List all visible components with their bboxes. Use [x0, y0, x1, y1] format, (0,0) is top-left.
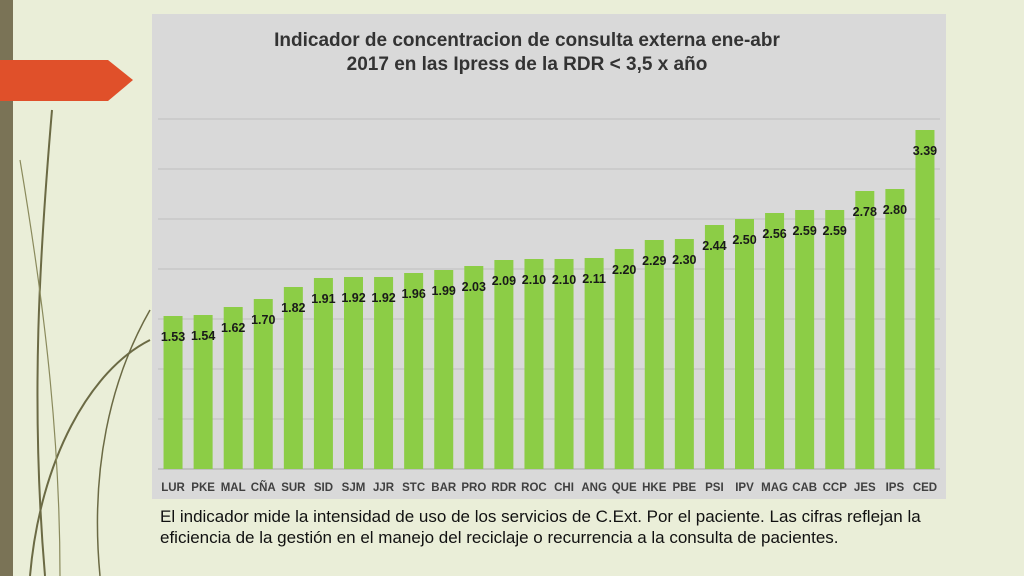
- bar-lur: [163, 316, 183, 469]
- bar-ips: [885, 189, 905, 469]
- value-label: 2.29: [642, 254, 666, 268]
- gridlines: [158, 118, 940, 470]
- value-labels: 1.53 1.54 1.62 1.70 1.82 1.91 1.92 1.92 1.96 1.99…: [161, 144, 937, 344]
- x-tick-label: MAL: [221, 482, 246, 494]
- bar-sid: [313, 278, 333, 469]
- value-label: 1.54: [191, 329, 215, 343]
- bar-roc: [524, 259, 544, 469]
- x-tick-label: HKE: [642, 482, 667, 494]
- bar-hke: [644, 240, 664, 469]
- x-tick-label: CÑA: [251, 481, 276, 494]
- bar-stc: [404, 273, 424, 469]
- x-tick-label: PKE: [191, 482, 215, 494]
- x-tick-label: CCP: [823, 482, 848, 494]
- bar-ccp: [825, 210, 845, 469]
- bar-pro: [464, 266, 484, 469]
- value-label: 1.99: [432, 284, 456, 298]
- chart-title: Indicador de concentracion de consulta e…: [274, 30, 780, 51]
- value-label: 2.20: [612, 263, 636, 277]
- deco-curve-1: [36, 109, 53, 576]
- value-label: 2.50: [732, 233, 756, 247]
- x-tick-label: SJM: [342, 482, 366, 494]
- value-label: 2.11: [582, 272, 606, 286]
- bar-ang: [584, 258, 604, 469]
- x-tick-label: STC: [402, 482, 425, 494]
- bar-chart: Indicador de concentracion de consulta e…: [158, 30, 940, 494]
- value-label: 2.10: [552, 273, 576, 287]
- value-label: 1.62: [221, 321, 245, 335]
- x-tick-label: CHI: [554, 482, 574, 494]
- value-label: 1.91: [311, 292, 335, 306]
- x-tick-label: PSI: [705, 482, 724, 494]
- caption-text: El indicador mide la intensidad de uso d…: [160, 507, 921, 547]
- accent-arrow-shape: [0, 60, 133, 101]
- bar-jjr: [374, 277, 394, 469]
- value-label: 1.92: [341, 291, 365, 305]
- x-tick-labels: LUR PKE MAL CÑA SUR SID SJM JJR STC BAR PRO RDR ROC C…: [161, 481, 937, 494]
- value-label: 1.70: [251, 313, 275, 327]
- value-label: 2.78: [853, 205, 877, 219]
- value-label: 2.10: [522, 273, 546, 287]
- value-label: 2.44: [702, 239, 726, 253]
- bar-mag: [765, 213, 785, 469]
- deco-curve-2: [29, 339, 151, 576]
- bar-cña: [253, 299, 273, 469]
- value-label: 2.30: [672, 253, 696, 267]
- value-label: 2.59: [792, 224, 816, 238]
- bar-que: [614, 249, 634, 469]
- deco-curve-3: [96, 309, 151, 576]
- left-accent-bar: [0, 0, 13, 576]
- x-tick-label: CED: [913, 482, 937, 494]
- bar-rdr: [494, 260, 514, 469]
- x-tick-label: SID: [314, 482, 333, 494]
- bars: [163, 130, 935, 469]
- x-tick-label: ROC: [521, 482, 547, 494]
- value-label: 1.96: [401, 287, 425, 301]
- value-label: 2.59: [823, 224, 847, 238]
- bar-sjm: [344, 277, 363, 469]
- x-tick-label: BAR: [431, 482, 457, 494]
- bar-pbe: [674, 239, 694, 469]
- bar-bar: [434, 270, 454, 469]
- x-tick-label: SUR: [281, 482, 306, 494]
- value-label: 2.09: [492, 274, 516, 288]
- value-label: 2.80: [883, 203, 907, 217]
- value-label: 1.53: [161, 330, 185, 344]
- bar-mal: [223, 307, 243, 469]
- value-label: 2.56: [762, 227, 786, 241]
- x-tick-label: IPV: [735, 482, 754, 494]
- x-tick-label: LUR: [161, 482, 185, 494]
- x-tick-label: PRO: [461, 482, 486, 494]
- x-tick-label: JES: [854, 482, 876, 494]
- deco-curve-4: [19, 159, 61, 576]
- x-tick-label: PBE: [673, 482, 697, 494]
- chart-panel: Indicador de concentracion de consulta e…: [152, 14, 946, 499]
- x-tick-label: QUE: [612, 482, 637, 494]
- bar-chi: [554, 259, 574, 469]
- bar-sur: [283, 287, 303, 469]
- x-tick-label: CAB: [792, 482, 817, 494]
- value-label: 3.39: [913, 144, 937, 158]
- x-tick-label: RDR: [491, 482, 517, 494]
- value-label: 2.03: [462, 280, 486, 294]
- x-tick-label: ANG: [581, 482, 607, 494]
- value-label: 1.92: [371, 291, 395, 305]
- bar-jes: [855, 191, 875, 469]
- bar-psi: [704, 225, 724, 469]
- chart-subtitle: 2017 en las Ipress de la RDR < 3,5 x año: [347, 54, 708, 75]
- bar-ced: [915, 130, 935, 469]
- x-tick-label: JJR: [373, 482, 395, 494]
- bar-pke: [193, 315, 213, 469]
- decorative-lines: [0, 60, 151, 576]
- x-tick-label: MAG: [761, 482, 788, 494]
- bar-cab: [795, 210, 815, 469]
- value-label: 1.82: [281, 301, 305, 315]
- x-tick-label: IPS: [886, 482, 905, 494]
- bar-ipv: [735, 219, 754, 469]
